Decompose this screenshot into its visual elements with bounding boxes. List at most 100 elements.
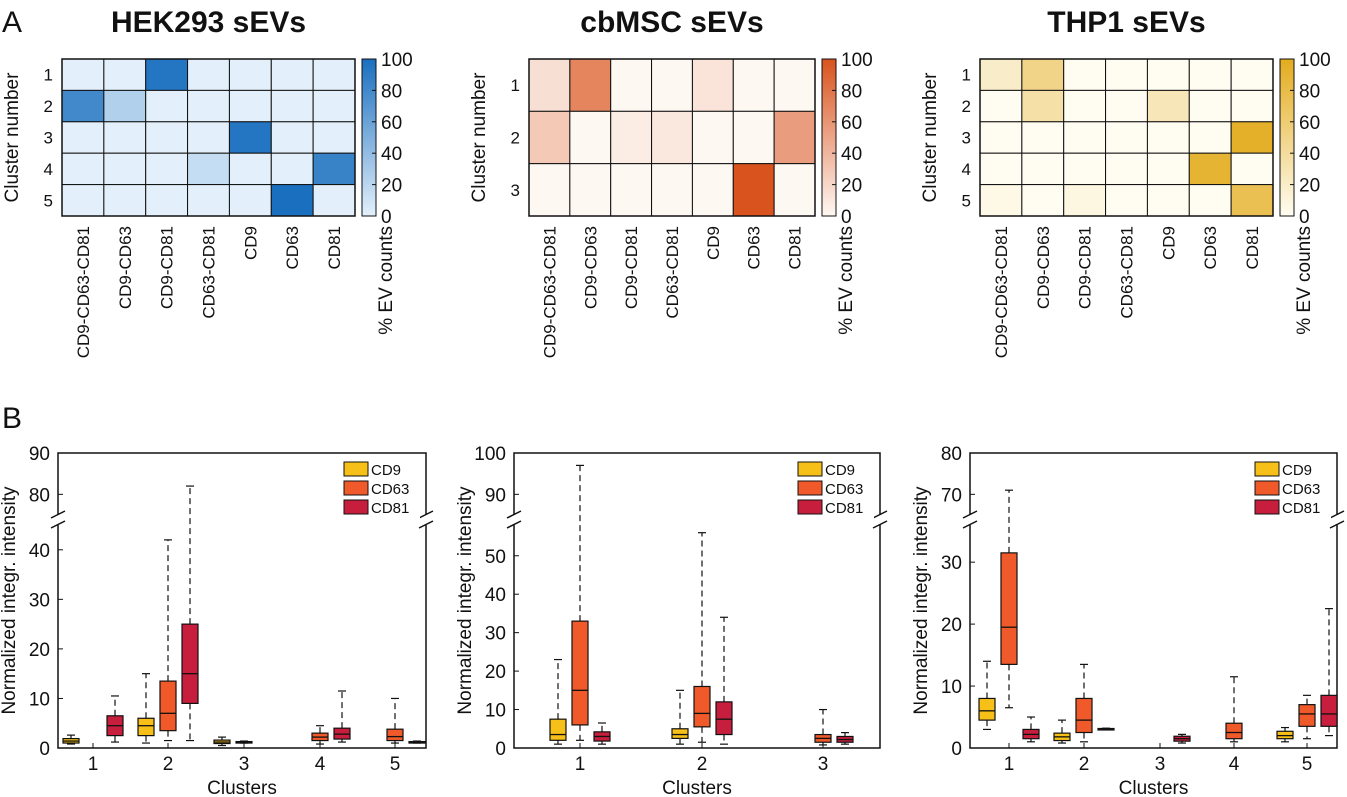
heatmap-cell xyxy=(1146,184,1190,217)
heatmap-cell xyxy=(1105,121,1148,154)
heatmap-frame xyxy=(61,58,356,217)
heatmap-cell xyxy=(569,58,612,112)
heatmap-x-tick-label: CD9-CD81 xyxy=(158,226,177,309)
heatmap-cell xyxy=(979,121,1023,154)
box-cd81-cluster-3 xyxy=(836,732,854,745)
legend-label: CD9 xyxy=(1282,462,1312,479)
box-cd81-cluster-1 xyxy=(1022,716,1040,743)
heatmap-cell xyxy=(1188,184,1232,217)
box-body xyxy=(978,697,996,721)
y-tick-label: 90 xyxy=(485,485,506,506)
box-body xyxy=(571,620,589,726)
box-body xyxy=(549,718,567,741)
heatmap-x-tick-label: CD63-CD81 xyxy=(200,226,219,319)
x-tick-label: 5 xyxy=(390,754,401,775)
heatmap-cell xyxy=(732,110,775,165)
heatmap-cell xyxy=(145,184,189,217)
heatmap-cell xyxy=(1021,89,1065,123)
x-tick-label: 5 xyxy=(1302,754,1313,775)
heatmap-cell xyxy=(691,163,734,217)
axis-break-mark xyxy=(1329,510,1345,519)
box-body xyxy=(1298,704,1316,727)
heatmap-cell xyxy=(528,163,571,217)
panel-label-a: A xyxy=(2,6,22,39)
heatmap-x-tick-label: CD63 xyxy=(1201,226,1220,269)
y-tick-label: 90 xyxy=(29,444,50,465)
heatmap-cell xyxy=(312,121,356,154)
box-cd63-cluster-4 xyxy=(311,725,329,745)
heatmap-x-tick-label: CD9-CD63-CD81 xyxy=(74,226,93,358)
y-tick-label: 30 xyxy=(941,553,962,574)
heatmap-cell xyxy=(773,110,816,165)
colorbar-label: % EV counts xyxy=(836,226,857,335)
legend-label: CD9 xyxy=(825,462,855,479)
heatmap-cell xyxy=(145,58,189,91)
colorbar-tick-label: 100 xyxy=(381,50,413,71)
y-tick-label: 100 xyxy=(474,444,506,465)
heatmap-cell xyxy=(228,121,272,154)
heatmap-cell xyxy=(270,89,314,123)
heatmap-cell xyxy=(270,58,314,91)
box-cd9-cluster-1 xyxy=(62,734,80,745)
heatmap-cell xyxy=(569,110,612,165)
heatmap-cell xyxy=(270,184,314,217)
heatmap-y-tick-label: 1 xyxy=(962,66,971,85)
heatmap-cell xyxy=(103,152,147,186)
heatmap-y-tick-label: 2 xyxy=(511,129,520,148)
y-tick-label: 10 xyxy=(29,689,50,710)
y-tick-label: 20 xyxy=(941,615,962,636)
heatmap-cell xyxy=(1230,152,1274,186)
heatmap-title: HEK293 sEVs xyxy=(111,6,306,39)
heatmap-cell xyxy=(1105,89,1148,123)
y-axis-label: Normalized integr. intensity xyxy=(0,486,20,715)
colorbar-tick-label: 0 xyxy=(841,207,852,228)
colorbar-tick-label: 40 xyxy=(1299,144,1320,165)
colorbar-tick-label: 100 xyxy=(1299,50,1331,71)
heatmap-cell xyxy=(1063,184,1107,217)
heatmap-cell xyxy=(1146,152,1190,186)
x-tick-label: 3 xyxy=(239,754,250,775)
heatmap-cell xyxy=(312,152,356,186)
colorbar-tick-label: 80 xyxy=(381,81,402,102)
x-tick-label: 1 xyxy=(1004,754,1015,775)
heatmap-cell xyxy=(61,152,105,186)
axis-frame-upper xyxy=(57,452,427,515)
box-cd63-cluster-2 xyxy=(159,539,177,742)
box-body xyxy=(181,623,199,704)
colorbar-label: % EV counts xyxy=(376,226,397,335)
y-tick-label: 20 xyxy=(29,640,50,661)
heatmap-cell xyxy=(773,163,816,217)
colorbar-tick-label: 60 xyxy=(841,113,862,134)
box-cd81-cluster-1 xyxy=(593,722,611,745)
box-cd81-cluster-2 xyxy=(1097,727,1115,731)
x-axis-label: Clusters xyxy=(1119,778,1189,797)
heatmap-cell xyxy=(773,58,816,112)
heatmap-cell xyxy=(1188,121,1232,154)
heatmap-y-tick-label: 2 xyxy=(44,97,53,116)
box-body xyxy=(715,701,733,736)
heatmap-cell xyxy=(145,152,189,186)
heatmap-cell xyxy=(103,184,147,217)
heatmap-cell xyxy=(187,152,230,186)
heatmap-cell xyxy=(1021,58,1065,91)
heatmap-x-tick-label: CD63 xyxy=(283,226,302,269)
heatmap-cell xyxy=(1105,152,1148,186)
box-body xyxy=(159,680,177,732)
heatmap-cell xyxy=(1188,58,1232,91)
box-cd9-cluster-1 xyxy=(549,658,567,745)
colorbar-tick-label: 0 xyxy=(381,207,392,228)
heatmap-cell xyxy=(228,89,272,123)
y-tick-label: 80 xyxy=(941,444,962,465)
heatmap-cell xyxy=(1188,152,1232,186)
boxplot-2: 0 10 20 30 40 50 90 100 Normalized integr. inten… xyxy=(455,444,888,797)
heatmap-y-tick-label: 4 xyxy=(44,160,53,179)
axis-frame-lower xyxy=(969,525,1338,749)
y-tick-label: 30 xyxy=(29,590,50,611)
box-cd63-cluster-3 xyxy=(235,740,253,744)
box-body xyxy=(137,717,155,737)
heatmap-2: cbMSC sEVs 1 2 3 CD9-CD63-CD81 CD9-CD63 CD9-CD… xyxy=(469,6,873,358)
legend-swatch xyxy=(1254,461,1280,477)
heatmap-cell xyxy=(1230,184,1274,217)
colorbar xyxy=(1279,58,1295,217)
legend-label: CD9 xyxy=(371,462,401,479)
